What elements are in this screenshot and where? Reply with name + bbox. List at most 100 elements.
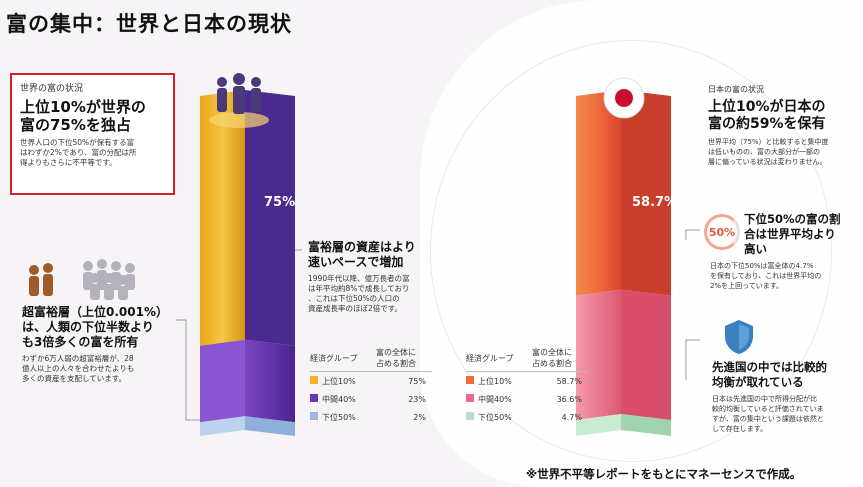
- japan-row-group: 上位10%: [466, 375, 526, 387]
- japan-bar-segment-front: [576, 90, 621, 296]
- world-bar-segment-front: [200, 90, 245, 346]
- growth-title-line1: 富裕層の資産はより: [308, 240, 416, 254]
- japan-row-group: 中間40%: [466, 393, 526, 405]
- world-table-header-share: 富の全体に 占める割合: [370, 347, 432, 369]
- half-title-line1: 下位50%の富の割: [744, 212, 841, 226]
- half-title-line2: 合は世界平均より: [744, 227, 836, 241]
- japan-bar-segment-front: [576, 414, 621, 436]
- world-row-group: 下位50%: [310, 411, 370, 423]
- growth-title: 富裕層の資産はより 速いペースで増加: [308, 240, 448, 270]
- japan-summary: 日本の富の状況 上位10%が日本の 富の約59%を保有 世界平均（75%）と比較…: [708, 84, 858, 167]
- half-desc-line1: 日本の下位50%は富全体の4.7%: [710, 262, 814, 270]
- half-title-line3: 高い: [744, 242, 767, 256]
- japan-bar-segment-side: [621, 90, 671, 296]
- japan-description: 世界平均（75%）と比較すると集中度 は低いものの、富の大部分が一部の 層に偏っ…: [708, 137, 858, 167]
- japan-balance-title: 先進国の中では比較的 均衡が取れている: [712, 360, 860, 390]
- japan-balance-block: 先進国の中では比較的 均衡が取れている 日本は先進国の中で所得分配が比 較的均衡…: [712, 360, 860, 434]
- world-label: 世界の富の状況: [20, 84, 84, 94]
- fifty-percent-ring-icon: 50%: [704, 214, 740, 250]
- world-bar-segment-front: [200, 416, 245, 436]
- world-legend-swatch: [310, 393, 318, 402]
- world-bar-segment-side: [245, 90, 295, 346]
- world-row-label: 下位50%: [322, 412, 356, 422]
- japan-row-value: 4.7%: [561, 412, 582, 422]
- ultra-title-line2: は、人類の下位半数より: [22, 320, 154, 334]
- balance-desc-line4: して存在します。: [712, 425, 768, 433]
- balance-title-line1: 先進国の中では比較的: [712, 360, 827, 374]
- japan-half-title: 下位50%の富の割 合は世界平均より 高い: [720, 212, 860, 257]
- japan-flag-icon: [603, 77, 645, 119]
- world-headline-line2: 富の75%を独占: [20, 116, 131, 134]
- japan-headline-line2: 富の約59%を保有: [708, 116, 826, 132]
- japan-legend-swatch: [466, 411, 474, 420]
- japan-bottom-half-block: 下位50%の富の割 合は世界平均より 高い 日本の下位50%は富全体の4.7% …: [710, 212, 860, 291]
- growth-desc-line1: 1990年代以降、億万長者の富: [308, 274, 410, 283]
- world-table-row: 上位10% 75%: [310, 372, 432, 390]
- japan-legend-swatch: [466, 375, 474, 384]
- japan-table-header: 経済グループ 富の全体に 占める割合: [466, 345, 588, 372]
- world-row-group: 上位10%: [310, 375, 370, 387]
- growth-desc-line3: 、これは下位50%の人口の: [308, 294, 400, 303]
- ultra-rich-desc: わずか6万人弱の超富裕層が、28 億人以上の人々を合わせたよりも 多くの資産を支…: [22, 354, 182, 384]
- world-row-group: 中間40%: [310, 393, 370, 405]
- japan-bar-value-label: 58.7%: [632, 195, 677, 210]
- japan-table-row: 上位10% 58.7%: [466, 372, 588, 390]
- growth-desc-line2: は年平均約8%で成長しており: [308, 284, 410, 293]
- japan-desc-line3: 層に偏っている状況は変わりません。: [708, 158, 827, 166]
- wealthy-people-icon: [209, 73, 269, 128]
- japan-balance-desc: 日本は先進国の中で所得分配が比 較的均衡していると評価されていま すが、富の集中…: [712, 394, 860, 434]
- japan-share-table: 経済グループ 富の全体に 占める割合 上位10% 58.7% 中間40% 36.6% 下…: [466, 345, 588, 426]
- world-stacked-bar: 75%: [200, 90, 295, 436]
- world-table-header-group: 経済グループ: [310, 353, 358, 363]
- world-row-label: 中間40%: [322, 394, 356, 404]
- japan-row-label: 下位50%: [478, 412, 512, 422]
- growth-block: 富裕層の資産はより 速いペースで増加 1990年代以降、億万長者の富 は年平均約…: [308, 240, 448, 314]
- japan-legend-swatch: [466, 393, 474, 402]
- world-bar-segment-side: [245, 416, 295, 436]
- balance-title-line2: 均衡が取れている: [712, 375, 804, 389]
- ultra-desc-line2: 億人以上の人々を合わせたよりも: [22, 364, 135, 373]
- world-row-value: 2%: [413, 412, 426, 422]
- world-share-h2: 占める割合: [376, 359, 416, 368]
- ultra-title-line1: 超富裕層（上位0.001%）: [22, 305, 168, 319]
- world-summary-box: 世界の富の状況 上位10%が世界の 富の75%を独占 世界人口の下位50%が保有…: [10, 73, 175, 195]
- japan-row-value: 36.6%: [556, 394, 582, 404]
- world-description: 世界人口の下位50%が保有する富 はわずか2%であり、富の分配は所 得よりもさら…: [20, 138, 165, 168]
- world-bar-segment-front: [200, 339, 245, 423]
- world-desc-line3: 得よりもさらに不平等です。: [20, 158, 117, 167]
- japan-row-label: 中間40%: [478, 394, 512, 404]
- crowd-icon: [29, 259, 135, 300]
- japan-bar-layers: [576, 90, 671, 436]
- japan-table-row: 中間40% 36.6%: [466, 390, 588, 408]
- world-table-row: 下位50% 2%: [310, 408, 432, 426]
- ultra-rich-block: 超富裕層（上位0.001%） は、人類の下位半数より も3倍多くの富を所有 わず…: [22, 305, 182, 384]
- world-desc-line1: 世界人口の下位50%が保有する富: [20, 138, 135, 147]
- japan-label: 日本の富の状況: [708, 85, 764, 94]
- half-desc-line2: を保有しており、これは世界平均の: [710, 272, 822, 280]
- ultra-desc-line3: 多くの資産を支配しています。: [22, 374, 127, 383]
- ultra-title-line3: も3倍多くの富を所有: [22, 335, 139, 349]
- japan-row-group: 下位50%: [466, 411, 526, 423]
- balance-desc-line3: すが、富の集中という課題は依然と: [712, 415, 824, 423]
- japan-row-label: 上位10%: [478, 376, 512, 386]
- world-share-table: 経済グループ 富の全体に 占める割合 上位10% 75% 中間40% 23% 下位50%…: [310, 345, 432, 426]
- world-bar-layers: [200, 90, 295, 436]
- shield-icon: [725, 320, 753, 354]
- ultra-desc-line1: わずか6万人弱の超富裕層が、28: [22, 354, 134, 363]
- japan-table-rows: 上位10% 58.7% 中間40% 36.6% 下位50% 4.7%: [466, 372, 588, 426]
- japan-stacked-bar: 58.7%: [576, 90, 677, 436]
- page-title: 富の集中：世界と日本の現状: [6, 12, 292, 36]
- world-table-rows: 上位10% 75% 中間40% 23% 下位50% 2%: [310, 372, 432, 426]
- world-share-h1: 富の全体に: [376, 348, 416, 357]
- ultra-rich-title: 超富裕層（上位0.001%） は、人類の下位半数より も3倍多くの富を所有: [22, 305, 182, 350]
- growth-title-line2: 速いペースで増加: [308, 255, 404, 269]
- japan-table-header-group: 経済グループ: [466, 353, 514, 363]
- growth-desc: 1990年代以降、億万長者の富 は年平均約8%で成長しており 、これは下位50%…: [308, 274, 448, 314]
- japan-share-h1: 富の全体に: [532, 348, 572, 357]
- japan-desc-line1: 世界平均（75%）と比較すると集中度: [708, 138, 829, 146]
- japan-share-h2: 占める割合: [532, 359, 572, 368]
- japan-headline-line1: 上位10%が日本の: [708, 99, 826, 115]
- world-table-header: 経済グループ 富の全体に 占める割合: [310, 345, 432, 372]
- world-bar-segment-side: [245, 339, 295, 423]
- japan-headline: 上位10%が日本の 富の約59%を保有: [708, 99, 858, 133]
